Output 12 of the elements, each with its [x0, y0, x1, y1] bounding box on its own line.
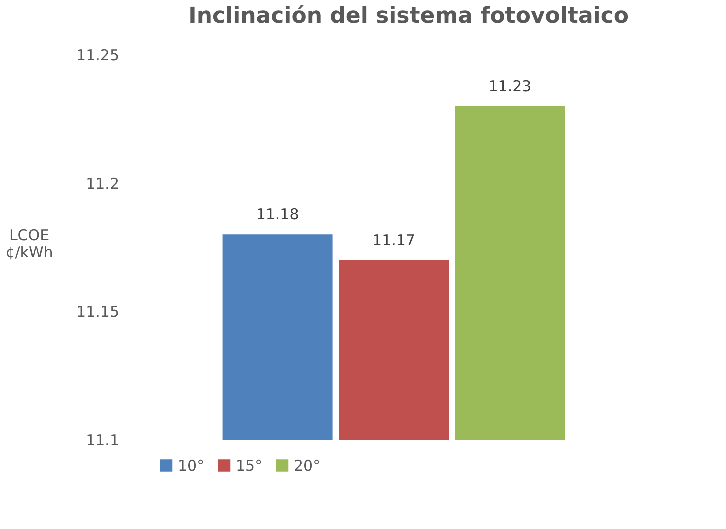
data-label: 11.17 [372, 231, 416, 250]
y-tick-label: 11.25 [76, 46, 120, 64]
y-tick-label: 11.2 [86, 174, 120, 193]
legend-label: 20° [294, 456, 321, 475]
legend-label: 10° [178, 456, 205, 475]
y-tick-label: 11.15 [76, 303, 120, 322]
legend-label: 15° [236, 456, 263, 475]
data-label: 11.23 [488, 77, 532, 96]
chart-title: Inclinación del sistema fotovoltaico [188, 4, 629, 29]
data-label: 11.18 [256, 206, 300, 224]
y-tick-label: 11.1 [86, 432, 120, 450]
y-axis-title: LCOE ¢/kWh [6, 226, 54, 262]
